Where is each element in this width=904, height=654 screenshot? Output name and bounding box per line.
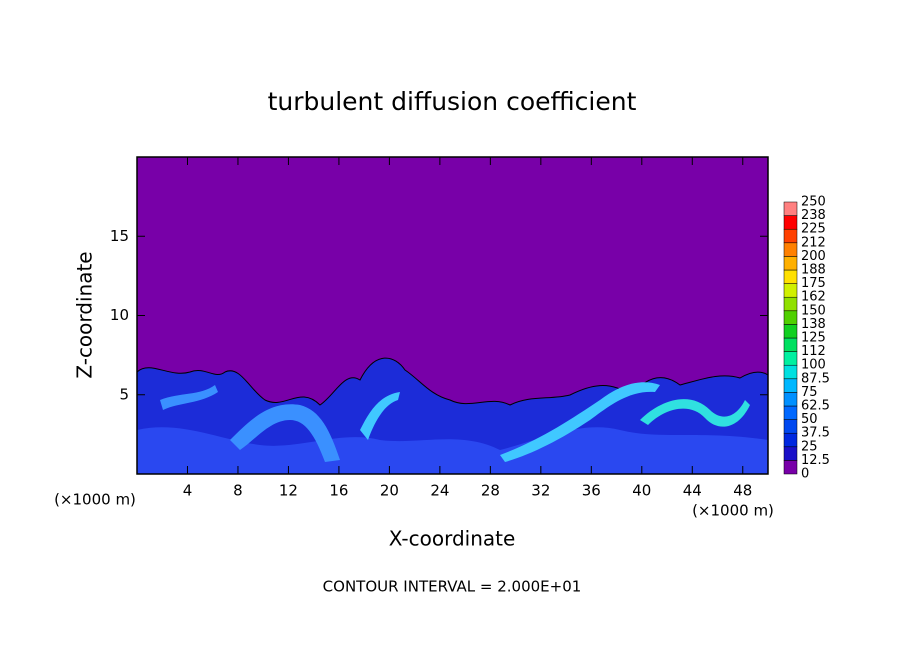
colorbar-label: 25 [801,439,818,454]
colorbar-label: 37.5 [801,426,830,441]
x-tick-label: 44 [683,482,702,500]
x-unit-label: (×1000 m) [692,502,774,520]
colorbar-label: 138 [801,317,826,332]
colorbar-label: 200 [801,249,826,264]
colorbar-label: 50 [801,412,818,427]
colorbar-label: 112 [801,344,826,359]
colorbar-label: 150 [801,303,826,318]
colorbar-bin [783,460,798,475]
x-tick-label: 16 [329,482,348,500]
x-tick-label: 20 [380,482,399,500]
colorbar-bin [783,337,798,352]
x-tick-label: 28 [481,482,500,500]
colorbar-label: 238 [801,208,826,223]
colorbar-bin [783,324,798,339]
colorbar-bin [783,283,798,298]
x-tick-label: 4 [183,482,193,500]
x-unit-label: (×1000 m) [54,491,136,509]
colorbar-label: 100 [801,358,826,373]
colorbar-label: 75 [801,385,818,400]
colorbar-bin [783,296,798,312]
colorbar-bin [783,215,798,230]
colorbar-bin [783,364,798,380]
colorbar-label: 12.5 [801,453,830,468]
colorbar-label: 87.5 [801,371,830,386]
x-tick-label: 36 [582,482,601,500]
y-tick-label: 15 [110,227,129,245]
y-axis-label: Z-coordinate [73,251,97,378]
colorbar-label: 212 [801,235,826,250]
y-tick-label: 10 [110,306,129,324]
colorbar-bin [783,201,798,216]
colorbar-bin [783,310,798,325]
colorbar-bin [783,432,798,448]
x-tick-label: 40 [632,482,651,500]
colorbar-label: 188 [801,263,826,278]
colorbar-bin [783,446,798,461]
x-tick-label: 48 [733,482,752,500]
chart-title: turbulent diffusion coefficient [268,87,637,116]
colorbar-bin [783,351,798,366]
colorbar-bin [783,242,798,257]
colorbar-label: 225 [801,222,826,237]
colorbar-label: 175 [801,276,826,291]
colorbar-bin [783,228,798,244]
colorbar-bin [783,256,798,271]
x-axis-label: X-coordinate [389,527,516,551]
x-tick-label: 8 [233,482,243,500]
colorbar-label: 250 [801,195,826,210]
x-tick-label: 12 [279,482,298,500]
colorbar-label: 125 [801,331,826,346]
colorbar-bin [783,405,798,420]
colorbar-bin [783,392,798,407]
colorbar-bin [783,269,798,284]
note: CONTOUR INTERVAL = 2.000E+01 [323,578,582,596]
colorbar-label: 62.5 [801,399,830,414]
y-tick-label: 5 [119,385,129,403]
x-tick-label: 32 [531,482,550,500]
colorbar-bin [783,419,798,434]
colorbar-label: 0 [801,467,809,482]
colorbar-bin [783,378,798,393]
colorbar-label: 162 [801,290,826,305]
x-tick-label: 24 [430,482,449,500]
field-shading [137,157,768,474]
